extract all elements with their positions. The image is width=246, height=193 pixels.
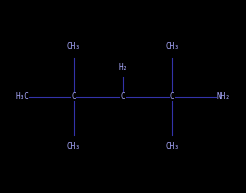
Text: H₃C: H₃C [15, 92, 29, 101]
Text: C: C [170, 92, 174, 101]
Text: C: C [72, 92, 76, 101]
Text: H₂: H₂ [118, 63, 128, 72]
Text: CH₃: CH₃ [67, 42, 81, 51]
Text: CH₃: CH₃ [67, 142, 81, 151]
Text: C: C [121, 92, 125, 101]
Text: NH₂: NH₂ [217, 92, 231, 101]
Text: CH₃: CH₃ [165, 142, 179, 151]
Text: CH₃: CH₃ [165, 42, 179, 51]
